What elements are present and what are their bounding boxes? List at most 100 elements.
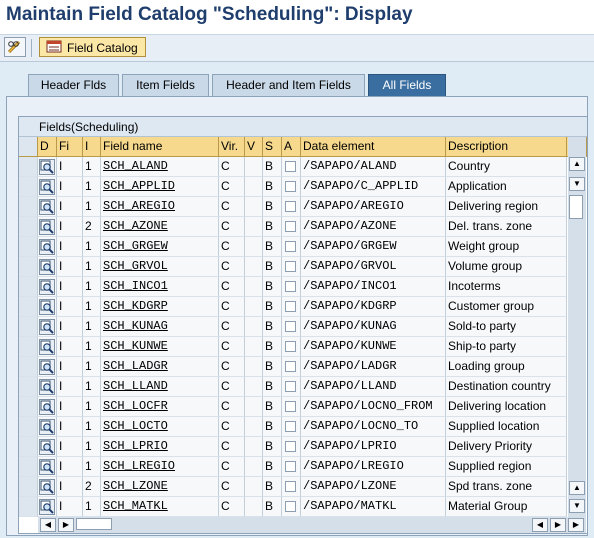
checkbox-a[interactable] <box>285 181 296 192</box>
horizontal-scroll-thumb[interactable] <box>76 518 112 530</box>
checkbox-a[interactable] <box>285 481 296 492</box>
row-selector[interactable] <box>19 397 38 417</box>
details-button[interactable] <box>38 417 57 437</box>
row-selector[interactable] <box>19 217 38 237</box>
details-button[interactable] <box>38 177 57 197</box>
checkbox-a[interactable] <box>285 441 296 452</box>
details-button[interactable] <box>38 157 57 177</box>
cell-field-name[interactable]: SCH_KUNWE <box>101 337 219 357</box>
cell-field-name[interactable]: SCH_LLAND <box>101 377 219 397</box>
cell-field-name[interactable]: SCH_ALAND <box>101 157 219 177</box>
scroll-page-down-icon[interactable]: ▼ <box>569 499 585 513</box>
row-selector[interactable] <box>19 277 38 297</box>
tab-header-flds[interactable]: Header Flds <box>28 74 119 96</box>
cell-field-name[interactable]: SCH_MATKL <box>101 497 219 517</box>
column-header-fi[interactable]: Fi <box>57 137 83 157</box>
checkbox-a[interactable] <box>285 161 296 172</box>
row-selector[interactable] <box>19 297 38 317</box>
cell-field-name[interactable]: SCH_LREGIO <box>101 457 219 477</box>
row-selector[interactable] <box>19 497 38 517</box>
tab-header-and-item-fields[interactable]: Header and Item Fields <box>212 74 365 96</box>
row-selector[interactable] <box>19 417 38 437</box>
cell-field-name[interactable]: SCH_AZONE <box>101 217 219 237</box>
details-button[interactable] <box>38 297 57 317</box>
scroll-page-up-icon[interactable]: ▲ <box>569 481 585 495</box>
vertical-scroll-thumb[interactable] <box>569 195 583 219</box>
scroll-end-icon[interactable]: ▶ <box>568 518 584 532</box>
checkbox-a[interactable] <box>285 461 296 472</box>
field-catalog-button[interactable]: Field Catalog <box>39 37 146 57</box>
row-selector[interactable] <box>19 357 38 377</box>
cell-field-name[interactable]: SCH_LOCFR <box>101 397 219 417</box>
checkbox-a[interactable] <box>285 221 296 232</box>
checkbox-a[interactable] <box>285 401 296 412</box>
row-selector[interactable] <box>19 477 38 497</box>
checkbox-a[interactable] <box>285 501 296 512</box>
checkbox-a[interactable] <box>285 361 296 372</box>
scroll-down-icon[interactable]: ▼ <box>569 177 585 191</box>
cell-field-name[interactable]: SCH_APPLID <box>101 177 219 197</box>
cell-field-name[interactable]: SCH_LZONE <box>101 477 219 497</box>
details-button[interactable] <box>38 357 57 377</box>
row-selector[interactable] <box>19 457 38 477</box>
row-selector[interactable] <box>19 177 38 197</box>
display-change-button[interactable] <box>4 37 26 57</box>
checkbox-a[interactable] <box>285 201 296 212</box>
checkbox-a[interactable] <box>285 421 296 432</box>
details-button[interactable] <box>38 477 57 497</box>
vertical-scrollbar[interactable]: ▲ ▼ ▲ ▼ <box>568 137 586 517</box>
checkbox-a[interactable] <box>285 381 296 392</box>
details-button[interactable] <box>38 217 57 237</box>
row-selector[interactable] <box>19 237 38 257</box>
details-button[interactable] <box>38 197 57 217</box>
column-header-i[interactable]: I <box>83 137 101 157</box>
row-selector[interactable] <box>19 437 38 457</box>
tab-item-fields[interactable]: Item Fields <box>122 74 209 96</box>
scroll-up-icon[interactable]: ▲ <box>569 157 585 171</box>
column-header-field-name[interactable]: Field name <box>101 137 219 157</box>
row-selector[interactable] <box>19 197 38 217</box>
details-button[interactable] <box>38 457 57 477</box>
column-header-d[interactable]: D <box>38 137 57 157</box>
details-button[interactable] <box>38 257 57 277</box>
cell-field-name[interactable]: SCH_LOCTO <box>101 417 219 437</box>
scroll-page-right-icon[interactable]: ▶ <box>550 518 566 532</box>
cell-field-name[interactable]: SCH_GRVOL <box>101 257 219 277</box>
checkbox-a[interactable] <box>285 301 296 312</box>
cell-field-name[interactable]: SCH_LADGR <box>101 357 219 377</box>
details-button[interactable] <box>38 237 57 257</box>
column-header-s[interactable]: S <box>263 137 282 157</box>
horizontal-scrollbar[interactable]: ◀ ▶ ◀ ▶ ▶ <box>38 517 586 533</box>
cell-field-name[interactable]: SCH_KDGRP <box>101 297 219 317</box>
cell-field-name[interactable]: SCH_AREGIO <box>101 197 219 217</box>
checkbox-a[interactable] <box>285 341 296 352</box>
scroll-right-icon[interactable]: ▶ <box>58 518 74 532</box>
details-button[interactable] <box>38 277 57 297</box>
cell-field-name[interactable]: SCH_KUNAG <box>101 317 219 337</box>
checkbox-a[interactable] <box>285 261 296 272</box>
row-selector[interactable] <box>19 257 38 277</box>
checkbox-a[interactable] <box>285 281 296 292</box>
details-button[interactable] <box>38 437 57 457</box>
details-button[interactable] <box>38 377 57 397</box>
column-header-vir[interactable]: Vir. <box>219 137 245 157</box>
select-all-cell[interactable] <box>19 137 38 157</box>
column-header-description[interactable]: Description <box>446 137 567 157</box>
details-button[interactable] <box>38 397 57 417</box>
details-button[interactable] <box>38 497 57 517</box>
details-button[interactable] <box>38 337 57 357</box>
tab-all-fields[interactable]: All Fields <box>368 74 446 96</box>
scroll-left-icon[interactable]: ◀ <box>40 518 56 532</box>
details-button[interactable] <box>38 317 57 337</box>
row-selector[interactable] <box>19 377 38 397</box>
column-header-a[interactable]: A <box>282 137 301 157</box>
cell-field-name[interactable]: SCH_GRGEW <box>101 237 219 257</box>
checkbox-a[interactable] <box>285 321 296 332</box>
row-selector[interactable] <box>19 317 38 337</box>
column-header-v[interactable]: V <box>245 137 263 157</box>
scroll-page-left-icon[interactable]: ◀ <box>532 518 548 532</box>
row-selector[interactable] <box>19 157 38 177</box>
row-selector[interactable] <box>19 337 38 357</box>
cell-field-name[interactable]: SCH_LPRIO <box>101 437 219 457</box>
checkbox-a[interactable] <box>285 241 296 252</box>
